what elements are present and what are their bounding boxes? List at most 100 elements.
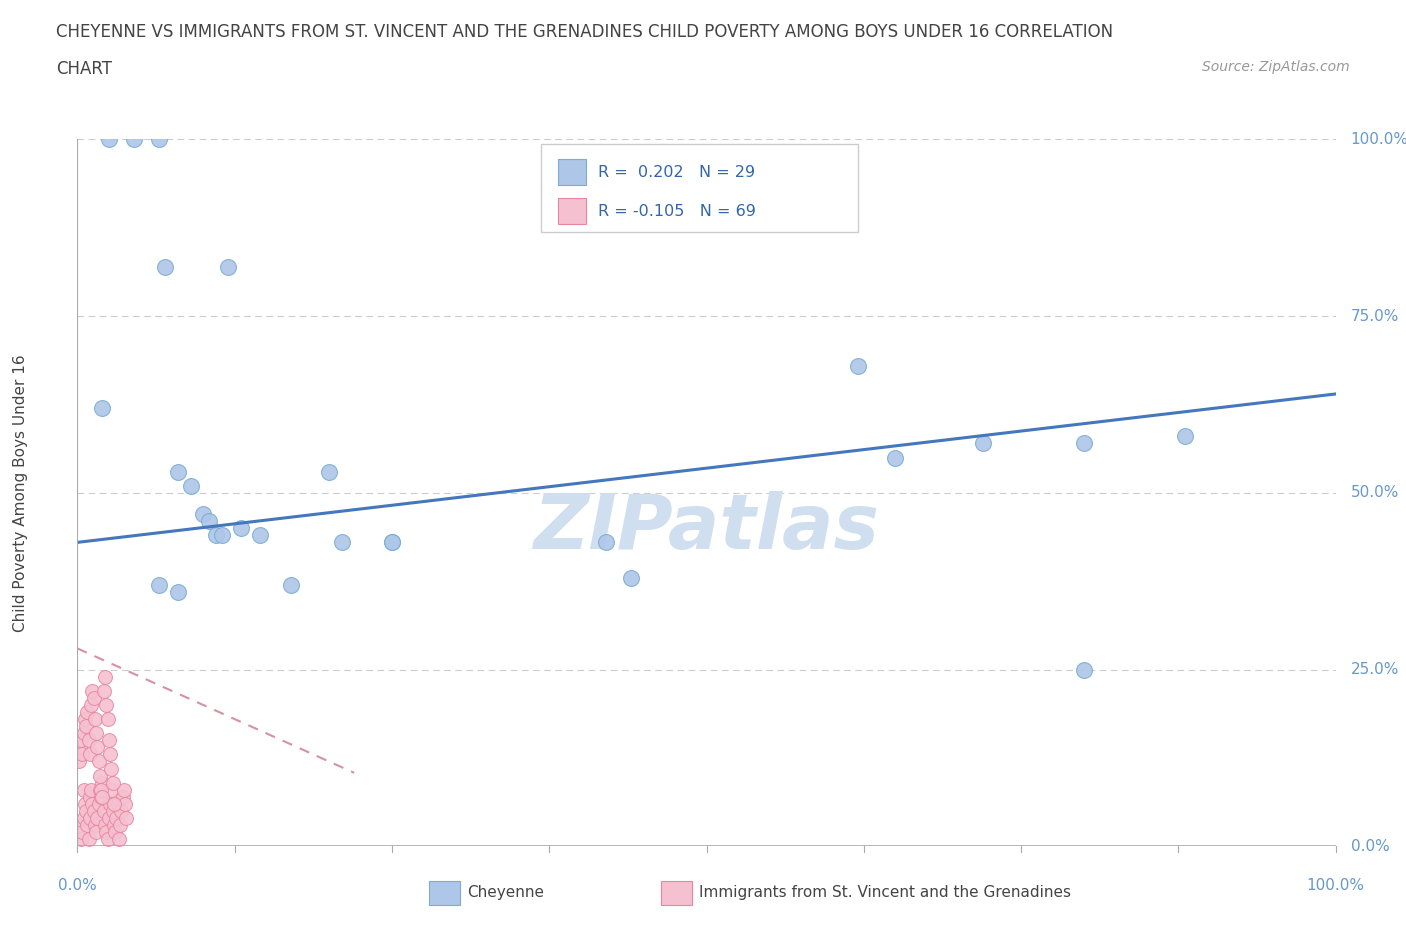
Point (91, 776, 114, 790)
Text: Cheyenne: Cheyenne (467, 885, 544, 900)
Point (198, 513, 221, 528)
Point (167, 464, 190, 479)
Point (73, 796, 96, 811)
Text: Source: ZipAtlas.com: Source: ZipAtlas.com (1202, 60, 1350, 74)
Point (82, 684, 104, 698)
Point (96, 698, 118, 712)
Point (155, 259, 177, 274)
Point (72, 811, 94, 826)
Point (107, 796, 129, 811)
Point (75, 804, 97, 818)
Point (1073, 436, 1095, 451)
Point (91, 401, 114, 416)
Point (86, 740, 108, 755)
Point (69, 817, 91, 832)
Text: Child Poverty Among Boys Under 16: Child Poverty Among Boys Under 16 (13, 354, 28, 631)
Point (79, 747, 101, 762)
Point (104, 825, 127, 840)
Point (67, 754, 90, 769)
Point (381, 535, 404, 550)
Point (90, 790, 112, 804)
Point (96, 711, 118, 726)
Point (79, 811, 101, 826)
Point (73, 711, 96, 726)
Point (72, 747, 94, 762)
Point (217, 259, 239, 274)
Point (114, 796, 136, 811)
Point (80, 782, 103, 797)
Text: 75.0%: 75.0% (1351, 309, 1399, 324)
Point (381, 535, 404, 550)
Point (101, 804, 124, 818)
Point (70, 831, 93, 846)
Point (84, 825, 107, 840)
Point (180, 478, 202, 493)
Point (89, 782, 111, 797)
Point (167, 584, 190, 599)
Point (72, 825, 94, 840)
Text: 0.0%: 0.0% (58, 878, 97, 893)
Point (94, 670, 117, 684)
Point (122, 132, 145, 147)
Text: 50.0%: 50.0% (1351, 485, 1399, 500)
Point (98, 747, 121, 762)
Point (595, 535, 617, 550)
Point (884, 450, 907, 465)
Point (83, 690, 105, 705)
Text: Immigrants from St. Vincent and the Grenadines: Immigrants from St. Vincent and the Gren… (699, 885, 1071, 900)
Point (94, 817, 117, 832)
Point (87, 754, 110, 769)
Text: R =  0.202   N = 29: R = 0.202 N = 29 (598, 165, 755, 179)
Point (280, 578, 302, 592)
Point (229, 521, 252, 536)
Point (80, 698, 103, 712)
Point (103, 817, 125, 832)
Point (97, 811, 120, 826)
Point (87, 796, 110, 811)
Point (93, 804, 115, 818)
Text: 0.0%: 0.0% (1351, 839, 1389, 854)
Point (96, 831, 118, 846)
Point (76, 705, 98, 720)
Point (82, 796, 104, 811)
Point (97, 733, 120, 748)
Point (90, 782, 112, 797)
Point (115, 811, 138, 826)
Point (79, 790, 101, 804)
Text: CHEYENNE VS IMMIGRANTS FROM ST. VINCENT AND THE GRENADINES CHILD POVERTY AMONG B: CHEYENNE VS IMMIGRANTS FROM ST. VINCENT … (56, 23, 1114, 41)
Text: 25.0%: 25.0% (1351, 662, 1399, 677)
Point (84, 817, 107, 832)
Point (846, 358, 869, 373)
Point (249, 528, 271, 543)
Point (96, 825, 118, 840)
Point (204, 528, 226, 543)
Text: CHART: CHART (56, 60, 112, 78)
Point (108, 831, 131, 846)
Point (76, 817, 98, 832)
Point (972, 436, 994, 451)
Point (1174, 429, 1197, 444)
Point (148, 132, 170, 147)
Point (97, 132, 120, 147)
Point (84, 711, 107, 726)
Point (75, 719, 97, 734)
Point (108, 817, 131, 832)
Point (1073, 662, 1095, 677)
Point (100, 782, 122, 797)
Point (70, 733, 93, 748)
Point (89, 768, 111, 783)
Point (191, 507, 215, 522)
Point (211, 528, 233, 543)
Point (111, 790, 134, 804)
Text: ZIPatlas: ZIPatlas (533, 491, 880, 565)
Point (101, 776, 124, 790)
Point (148, 578, 170, 592)
Point (330, 535, 353, 550)
Point (620, 570, 643, 585)
Point (84, 725, 107, 740)
Point (69, 740, 91, 755)
Point (318, 464, 340, 479)
Point (105, 811, 128, 826)
Point (103, 796, 125, 811)
Point (77, 831, 100, 846)
